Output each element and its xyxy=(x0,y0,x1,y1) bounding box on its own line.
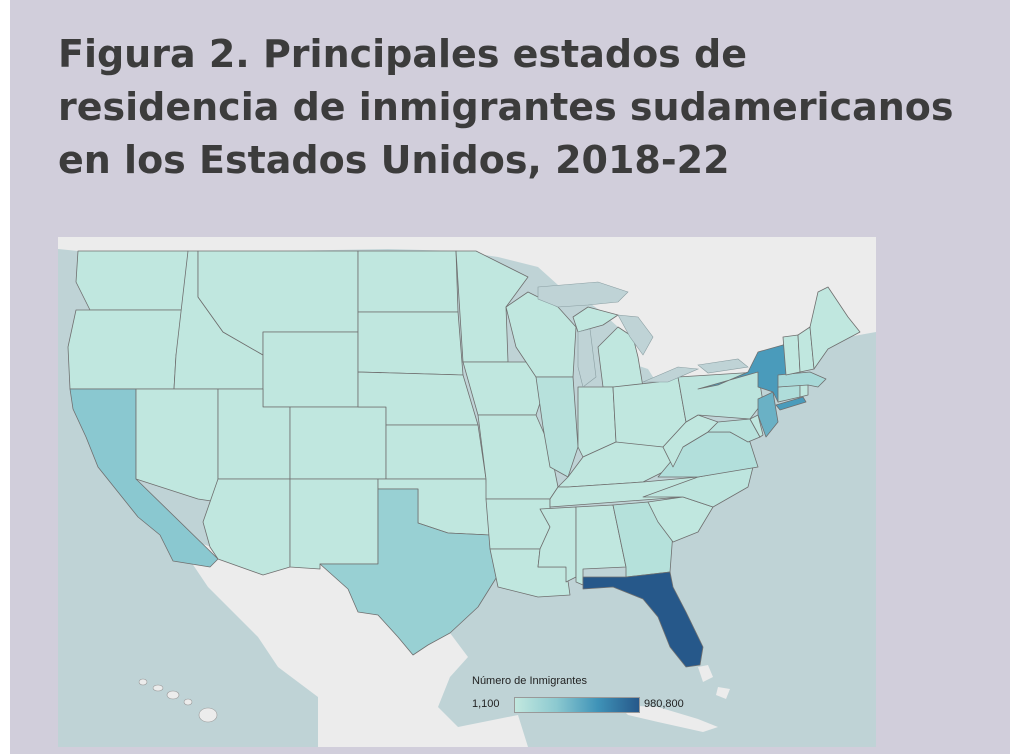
figure-title: Figura 2. Principales estados de residen… xyxy=(58,32,954,182)
state-maine xyxy=(809,286,861,370)
lake-michigan xyxy=(577,328,597,388)
state-rhode-island xyxy=(799,384,809,398)
lake-superior xyxy=(537,281,629,308)
great-lakes xyxy=(537,281,749,388)
choropleth-map: Número de Inmigrantes 1,100 980,800 xyxy=(58,237,876,747)
state-tennessee xyxy=(549,476,699,508)
state-oregon xyxy=(67,309,189,390)
state-new-jersey xyxy=(757,391,779,438)
state-wisconsin xyxy=(505,291,577,378)
legend-max-label: 980,800 xyxy=(644,698,684,710)
state-colorado xyxy=(289,406,387,480)
state-washington xyxy=(75,250,189,311)
state-new-mexico xyxy=(289,478,379,570)
state-delaware xyxy=(749,414,764,438)
bahamas-land xyxy=(698,665,730,699)
state-texas xyxy=(319,488,499,656)
state-south-dakota xyxy=(357,311,464,376)
figure-panel: Figura 2. Principales estados de residen… xyxy=(10,0,1010,754)
legend-color-scale xyxy=(514,697,640,713)
legend-title: Número de Inmigrantes xyxy=(472,675,587,687)
state-vermont xyxy=(782,334,801,376)
us-states-map xyxy=(58,237,876,747)
cuba-land xyxy=(618,705,718,732)
state-arkansas xyxy=(485,498,551,550)
mexico-land xyxy=(173,535,528,747)
lake-erie xyxy=(642,366,700,383)
state-pennsylvania xyxy=(677,371,764,423)
state-wyoming xyxy=(262,331,359,408)
lake-huron xyxy=(617,314,654,356)
canada-land xyxy=(58,237,876,389)
state-kansas xyxy=(385,424,487,480)
hawaii-islands xyxy=(138,678,218,723)
lake-ontario xyxy=(697,358,749,374)
state-nevada xyxy=(135,388,219,503)
legend-min-label: 1,100 xyxy=(472,698,500,710)
state-florida xyxy=(582,571,704,668)
state-north-dakota xyxy=(357,250,459,313)
map-legend: Número de Inmigrantes 1,100 980,800 xyxy=(472,675,702,715)
state-massachusetts xyxy=(777,371,827,388)
